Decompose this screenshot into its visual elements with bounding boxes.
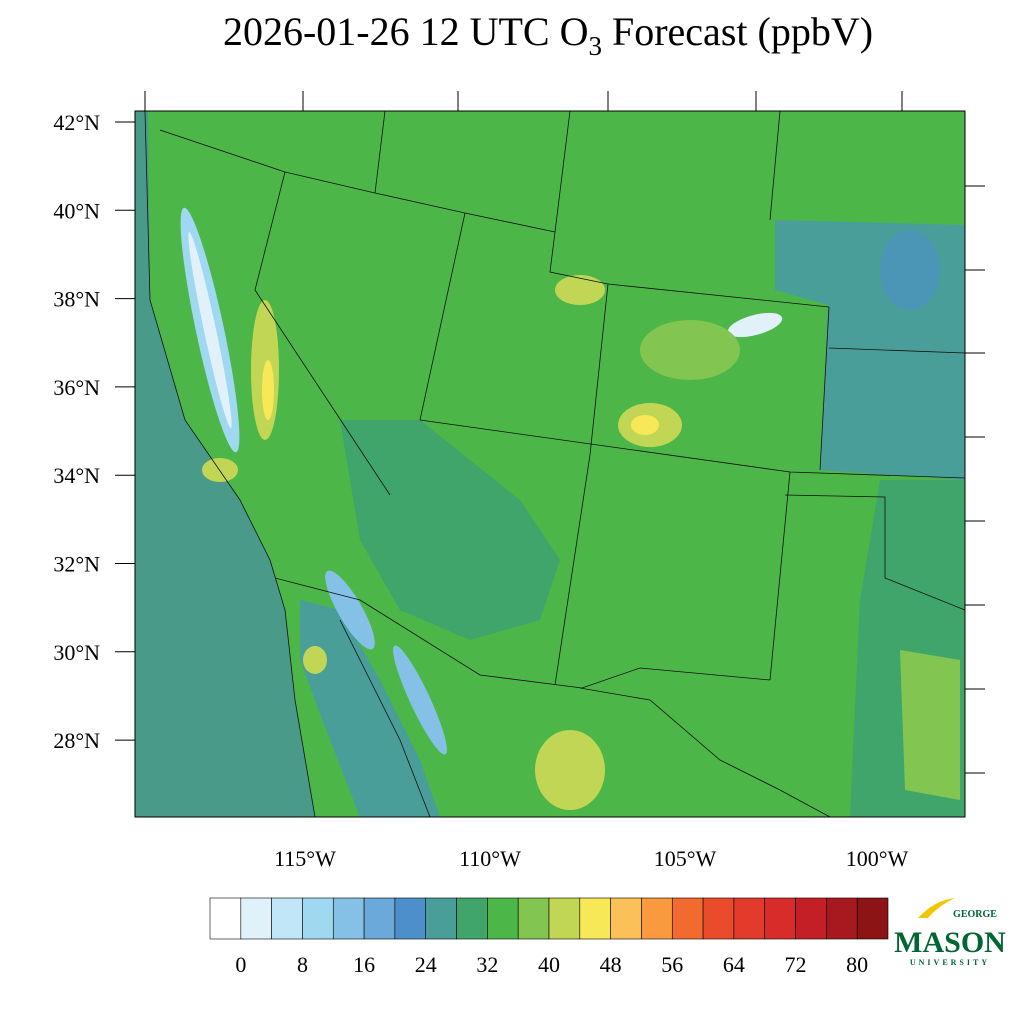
colorbar-label: 16 <box>353 952 375 977</box>
logo-bottom: UNIVERSITY <box>910 958 990 967</box>
colorbar-swatch <box>795 897 827 940</box>
lat-label: 38°N <box>53 287 100 312</box>
colorbar-swatch <box>671 897 704 940</box>
colorbar-swatch <box>733 897 766 940</box>
colorbar-label: 24 <box>415 952 437 977</box>
lon-label: 105°W <box>654 846 717 871</box>
lat-label: 42°N <box>53 110 100 135</box>
colorbar-swatch <box>610 897 642 940</box>
colorbar-label: 64 <box>723 952 745 977</box>
logo-main: MASON <box>894 926 1006 959</box>
colorbar-label: 32 <box>476 952 498 977</box>
colorbar-label: 40 <box>538 952 560 977</box>
lat-label: 32°N <box>53 552 100 577</box>
colorbar-swatch <box>826 897 858 940</box>
colorbar-swatch <box>579 897 611 940</box>
lat-label: 40°N <box>53 198 100 223</box>
logo-top: GEORGE <box>953 909 997 920</box>
lon-label: 100°W <box>846 846 909 871</box>
colorbar-swatch <box>456 897 488 940</box>
colorbar-label: 80 <box>846 952 868 977</box>
logo: GEORGE MASON UNIVERSITY <box>894 898 1006 967</box>
colorbar-swatch <box>856 897 889 940</box>
colorbar-label: 56 <box>661 952 683 977</box>
map: 42°N40°N38°N36°N34°N32°N30°N28°N 115°W 11… <box>53 91 985 871</box>
colorbar-swatch <box>271 897 303 940</box>
colorbar-swatch <box>425 897 457 940</box>
colorbar-swatch <box>548 897 581 940</box>
colorbar-label: 0 <box>235 952 246 977</box>
colorbar-swatch <box>363 897 396 940</box>
lat-label: 34°N <box>53 463 100 488</box>
colorbar-swatch <box>394 897 427 940</box>
colorbar-swatch <box>209 897 242 940</box>
colorbar-swatch <box>332 897 365 940</box>
title: 2026-01-26 12 UTC O3 Forecast (ppbV) <box>223 9 873 61</box>
colorbar-swatch <box>764 897 796 940</box>
colorbar: 0 8 16 24 32 40 48 56 64 72 80 <box>209 897 889 977</box>
colorbar-swatch <box>302 897 334 940</box>
colorbar-label: 8 <box>297 952 308 977</box>
colorbar-swatch <box>702 897 735 940</box>
colorbar-label: 48 <box>600 952 622 977</box>
colorbar-swatch <box>641 897 673 940</box>
colorbar-swatch <box>487 897 519 940</box>
lat-label: 28°N <box>53 728 100 753</box>
longitude-labels: 115°W 110°W 105°W 100°W <box>274 846 908 871</box>
colorbar-label: 72 <box>785 952 807 977</box>
lat-label: 30°N <box>53 640 100 665</box>
lon-label: 115°W <box>274 846 336 871</box>
colorbar-swatch <box>517 897 550 940</box>
colorbar-swatch <box>240 897 272 940</box>
lon-label: 110°W <box>459 846 521 871</box>
latitude-labels: 42°N 40°N 38°N 36°N 34°N 32°N 30°N 28°N <box>53 110 135 753</box>
lat-label: 36°N <box>53 375 100 400</box>
